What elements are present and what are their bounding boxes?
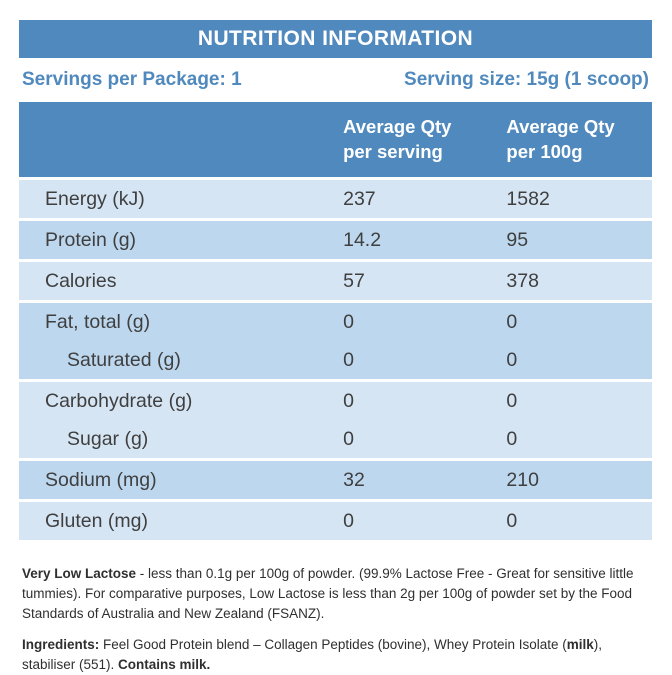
value-per-100g: 0 <box>506 509 518 532</box>
value-per-100g: 210 <box>506 468 539 491</box>
value-per-serving: 0 <box>343 389 354 412</box>
value-per-serving: 14.2 <box>343 228 382 251</box>
footnotes: Very Low Lactose - less than 0.1g per 10… <box>19 564 652 675</box>
nutrient-band: Calories 57 378 <box>19 262 652 300</box>
footnote-text: - less than 0.1g per 100g of powder. (99… <box>22 566 634 621</box>
column-header-per-100g: Average Qty per 100g <box>506 116 615 162</box>
value-per-100g: 1582 <box>506 187 550 210</box>
table-header-row: Average Qty per serving Average Qty per … <box>19 102 652 177</box>
value-per-100g: 378 <box>506 269 539 292</box>
value-per-serving: 0 <box>343 509 354 532</box>
footnote-text: Feel Good Protein blend – Collagen Pepti… <box>99 636 567 652</box>
value-per-serving: 57 <box>343 269 365 292</box>
nutrient-label: Gluten (mg) <box>45 509 148 532</box>
nutrient-label: Saturated (g) <box>67 348 181 371</box>
value-per-100g: 0 <box>506 427 518 450</box>
value-per-serving: 237 <box>343 187 376 210</box>
nutrient-label: Fat, total (g) <box>45 310 151 333</box>
value-per-serving: 0 <box>343 427 354 450</box>
footnote-bold-text: Ingredients: <box>22 636 100 652</box>
nutrient-label: Sodium (mg) <box>45 468 157 491</box>
table-row: Saturated (g) 0 0 <box>19 341 652 379</box>
nutrient-label: Energy (kJ) <box>45 187 145 210</box>
table-row: Protein (g) 14.2 95 <box>19 221 652 259</box>
footnote-bold-text: Very Low Lactose <box>22 566 137 581</box>
value-per-100g: 95 <box>506 228 529 251</box>
value-per-serving: 32 <box>343 468 365 491</box>
table-row: Sugar (g) 0 0 <box>19 420 652 458</box>
nutrition-table: Average Qty per serving Average Qty per … <box>19 102 652 540</box>
nutrient-band: Energy (kJ) 237 1582 <box>19 180 652 218</box>
nutrient-label: Protein (g) <box>45 228 137 251</box>
table-row: Gluten (mg) 0 0 <box>19 502 652 540</box>
title-bar: NUTRITION INFORMATION <box>19 20 652 58</box>
nutrient-label: Carbohydrate (g) <box>45 389 193 412</box>
nutrient-band: Fat, total (g) 0 0 Saturated (g) 0 0 <box>19 303 652 379</box>
footnote-bold-text: milk <box>566 636 594 652</box>
table-row: Carbohydrate (g) 0 0 <box>19 382 652 420</box>
nutrient-label: Calories <box>45 269 117 292</box>
table-row: Sodium (mg) 32 210 <box>19 461 652 499</box>
serving-info-row: Servings per Package: 1 Serving size: 15… <box>19 58 652 102</box>
footnote-bold-text: Contains milk. <box>118 656 211 672</box>
table-row: Fat, total (g) 0 0 <box>19 303 652 341</box>
nutrient-band: Sodium (mg) 32 210 <box>19 461 652 499</box>
nutrient-band: Protein (g) 14.2 95 <box>19 221 652 259</box>
footnote-paragraph: Ingredients: Feel Good Protein blend – C… <box>22 635 648 675</box>
value-per-serving: 0 <box>343 310 354 333</box>
nutrient-band: Gluten (mg) 0 0 <box>19 502 652 540</box>
nutrient-band: Carbohydrate (g) 0 0 Sugar (g) 0 0 <box>19 382 652 458</box>
footnote-paragraph: Very Low Lactose - less than 0.1g per 10… <box>22 564 648 624</box>
table-body: Energy (kJ) 237 1582 Protein (g) 14.2 95 Calor… <box>19 180 652 540</box>
value-per-100g: 0 <box>506 348 518 371</box>
footnote-text: ), stabiliser (551). <box>22 636 603 672</box>
column-header-per-serving: Average Qty per serving <box>343 116 452 162</box>
serving-size-label: Serving size: 15g (1 scoop) <box>404 69 649 90</box>
servings-per-package-label: Servings per Package: 1 <box>22 69 242 90</box>
table-row: Calories 57 378 <box>19 262 652 300</box>
table-row: Energy (kJ) 237 1582 <box>19 180 652 218</box>
value-per-serving: 0 <box>343 348 354 371</box>
nutrient-label: Sugar (g) <box>67 427 149 450</box>
column-header-blank <box>19 102 343 177</box>
value-per-100g: 0 <box>506 389 518 412</box>
value-per-100g: 0 <box>506 310 518 333</box>
page-title: NUTRITION INFORMATION <box>197 27 474 50</box>
